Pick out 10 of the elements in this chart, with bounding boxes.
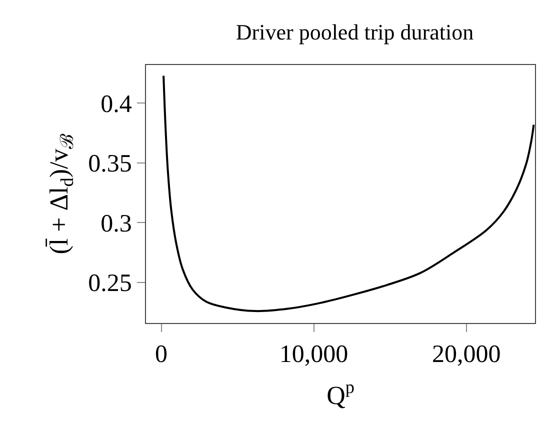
x-tick-label: 0 [155,341,168,368]
x-tick-label: 10,000 [279,341,348,368]
y-tick-label: 0.25 [88,270,132,298]
y-tick-label: 0.3 [100,210,132,238]
y-tick-label: 0.35 [88,150,132,178]
chart-title: Driver pooled trip duration [236,20,474,45]
y-tick-label: 0.4 [100,90,132,118]
x-axis-title: Q$^{p}$ [326,376,354,410]
x-tick-label: 20,000 [432,341,501,368]
line-series [162,74,535,312]
